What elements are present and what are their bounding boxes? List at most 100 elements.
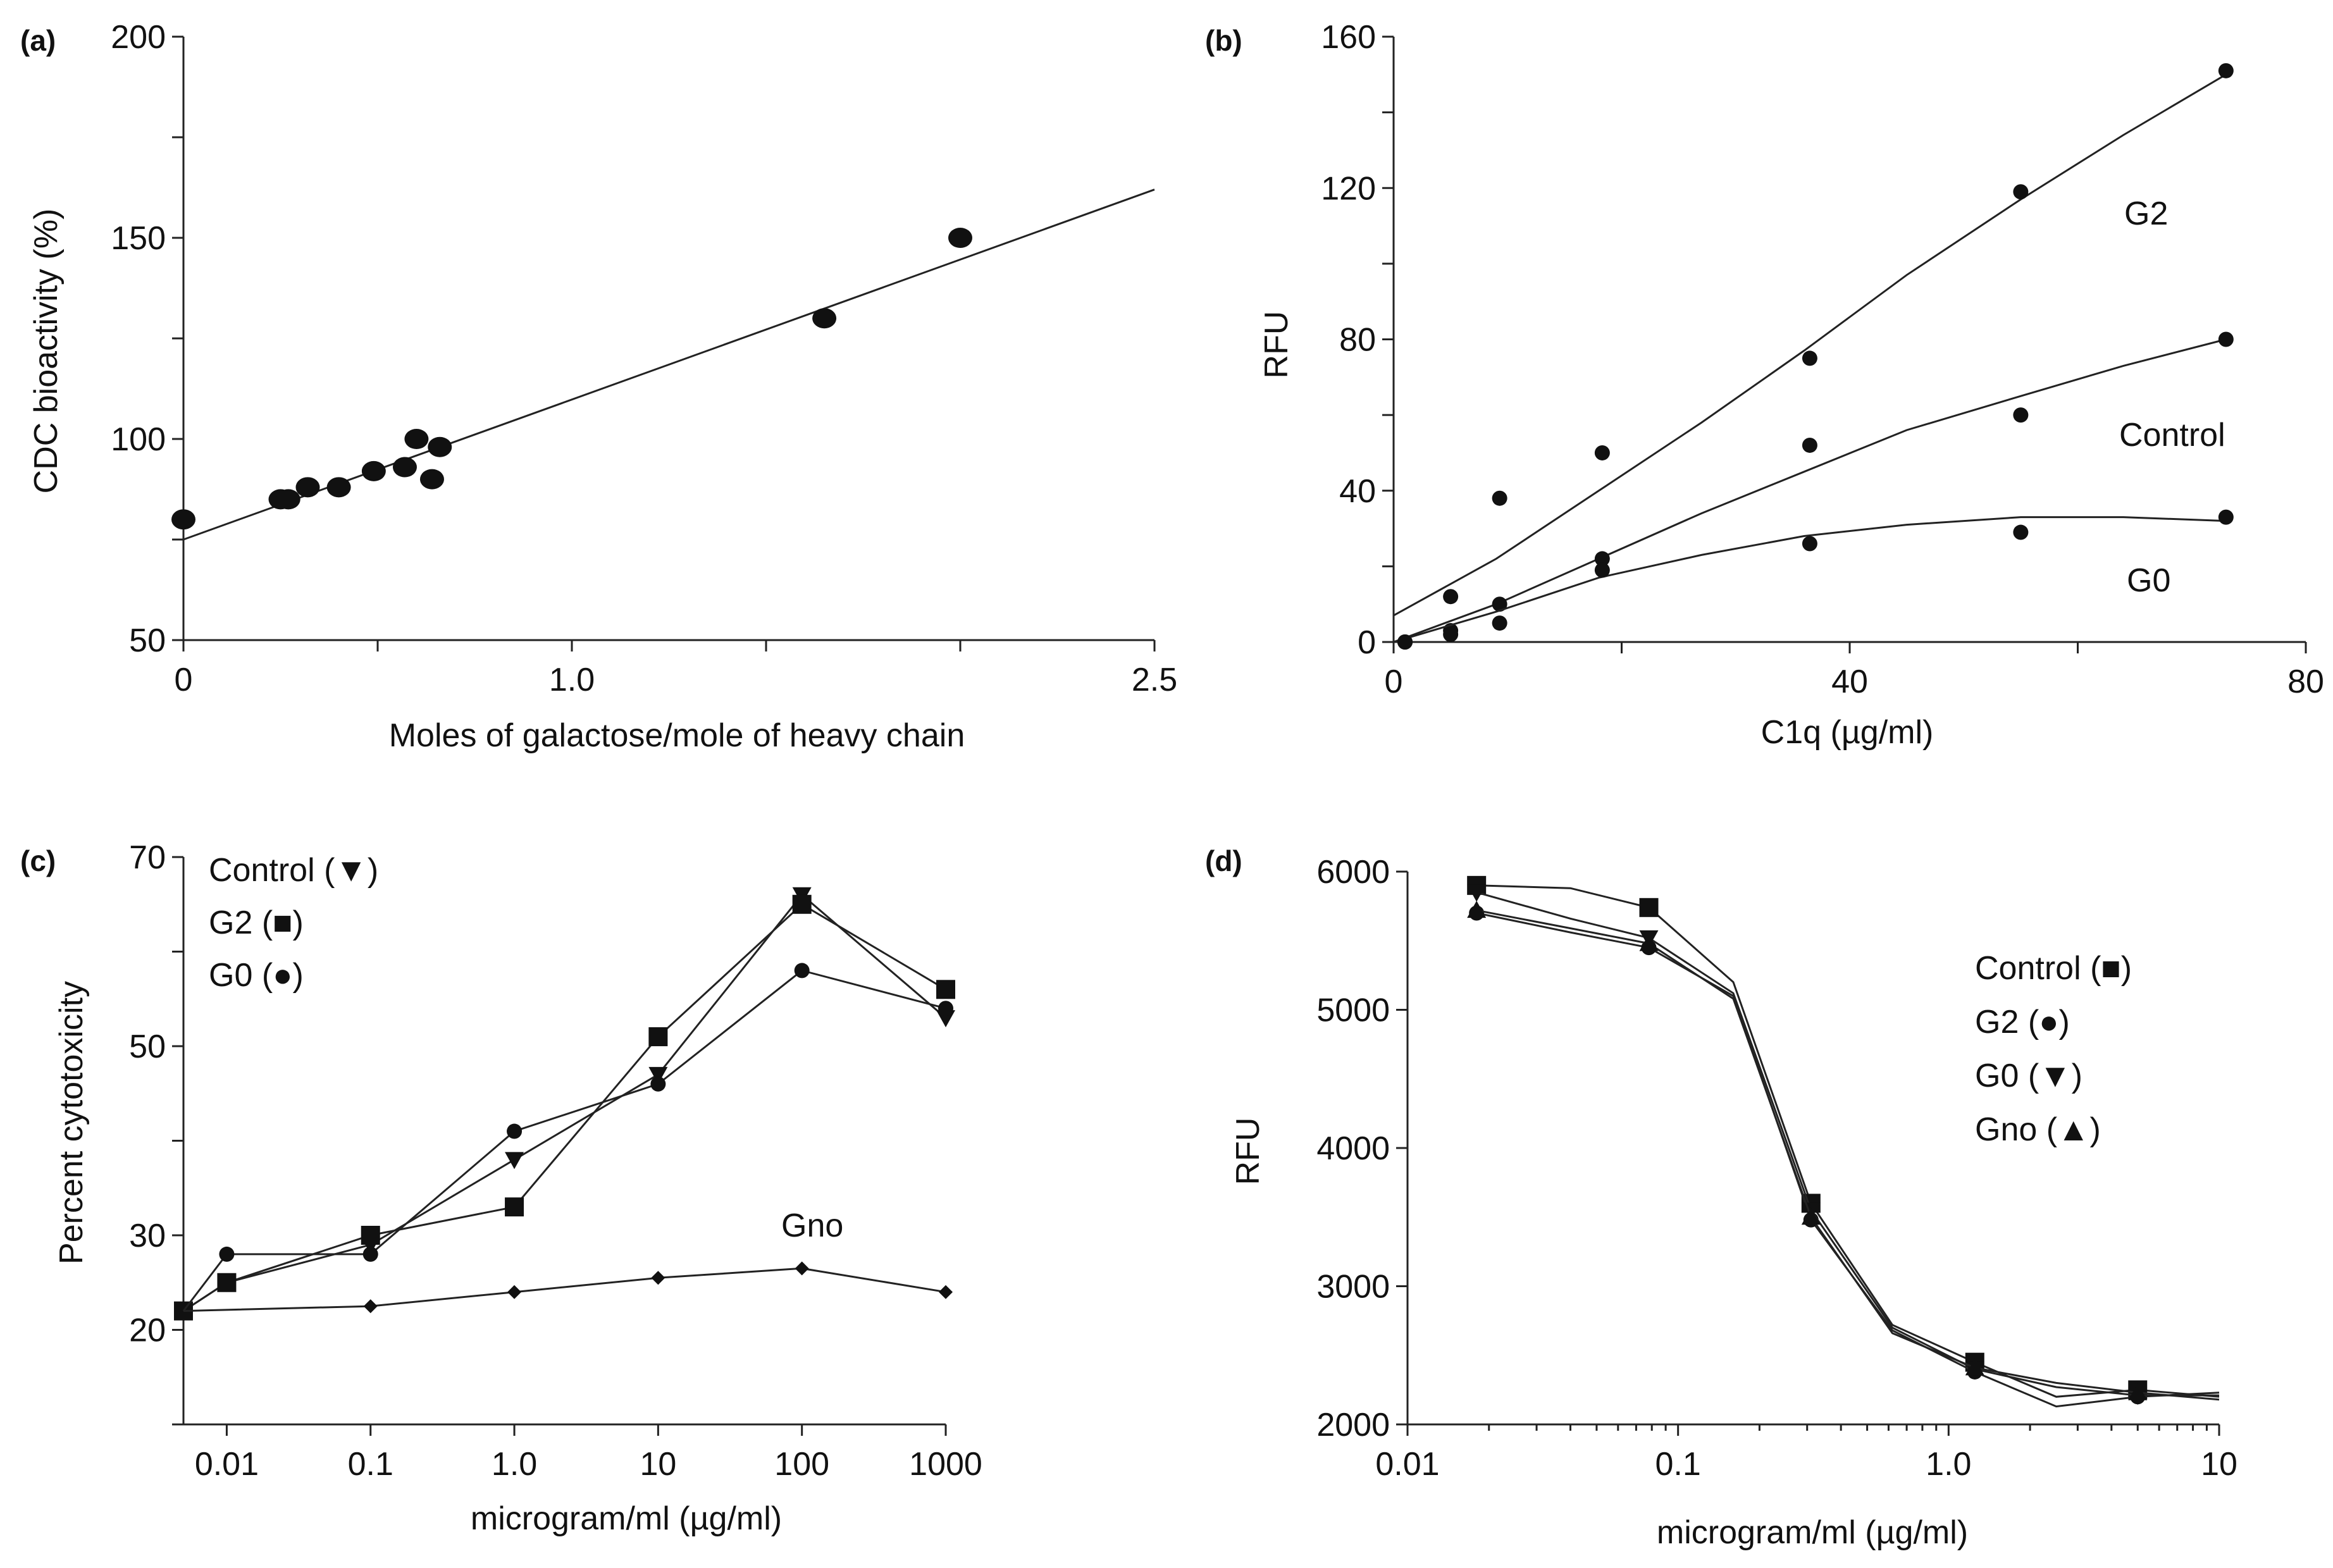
data-point-gno <box>795 1261 809 1276</box>
data-point <box>392 457 417 478</box>
data-point-gno <box>1467 901 1487 918</box>
data-point-g0 <box>650 1076 666 1092</box>
data-point-g2 <box>1443 589 1459 605</box>
data-point-g0 <box>1397 634 1413 650</box>
x-tick-label: 0 <box>175 662 193 698</box>
plot-area-b: 0 40 80 120 160 0 40 80 <box>1321 19 2324 700</box>
data-point <box>295 477 320 498</box>
legend-item-g2: G2 (■) <box>209 904 304 941</box>
data-point <box>404 429 429 449</box>
data-point <box>171 509 195 530</box>
y-tick-label: 50 <box>129 1028 166 1065</box>
data-point-gno <box>2128 1383 2148 1400</box>
data-point-g0 <box>362 1246 378 1262</box>
data-point-control <box>2013 407 2029 423</box>
y-axis-title-a: CDC bioactivity (%) <box>28 209 65 494</box>
series-line-g0 <box>1476 891 2219 1397</box>
x-tick-label: 1.0 <box>1926 1446 1971 1483</box>
panel-label-b: (b) <box>1205 24 1242 57</box>
data-point-g2 <box>1802 350 1817 366</box>
data-point-g0 <box>794 963 810 978</box>
legend-item-g0: G0 (▼) <box>1975 1058 2082 1094</box>
y-tick-label: 120 <box>1321 170 1376 207</box>
annotation-g2: G2 <box>2124 195 2168 232</box>
plot-area-c: 20 30 50 70 0.01 0.1 1.0 10 100 1000 <box>129 839 982 1483</box>
legend-item-control: Control (▼) <box>209 852 378 889</box>
data-point <box>419 469 444 490</box>
series-line-control <box>1476 884 2220 1398</box>
y-axis-title-c: Percent cytotoxicity <box>53 981 90 1264</box>
panel-label-d: (d) <box>1205 844 1242 877</box>
y-tick-label: 0 <box>1358 624 1376 661</box>
chart-panel-c: (c) 20 30 50 70 0.01 0.1 1.0 10 100 1000 microgra… <box>20 839 982 1537</box>
data-point-g2 <box>361 1226 380 1245</box>
data-point-g0 <box>938 1001 953 1016</box>
fit-curve-g0 <box>1393 516 2226 643</box>
x-axis-title-b: C1q (µg/ml) <box>1761 714 1934 751</box>
data-point-control <box>1802 437 1817 453</box>
data-point-g0 <box>1443 627 1459 643</box>
data-point-control <box>505 1152 524 1170</box>
data-point <box>326 477 351 498</box>
y-tick-label: 2000 <box>1316 1407 1390 1443</box>
y-tick-label: 100 <box>111 421 166 458</box>
data-point <box>812 308 837 329</box>
chart-panel-d: (d) 2000 3000 4000 5000 6000 0.01 0.1 1.0 10 mic… <box>1205 844 2237 1551</box>
x-tick-label: 10 <box>640 1446 676 1483</box>
x-tick-label: 2.5 <box>1132 662 1177 698</box>
fit-curve-control <box>1393 338 2227 643</box>
y-tick-label: 30 <box>129 1218 166 1254</box>
panel-label-c: (c) <box>20 844 56 877</box>
x-tick-label: 0 <box>1385 664 1403 700</box>
x-axis-title-a: Moles of galactose/mole of heavy chain <box>389 717 965 754</box>
data-point-g2 <box>217 1273 237 1292</box>
data-point-g2 <box>1594 445 1610 460</box>
data-point-control <box>1594 551 1610 567</box>
y-axis-title-b: RFU <box>1258 311 1295 379</box>
data-point-control <box>936 1010 955 1028</box>
x-tick-label: 0.01 <box>195 1446 259 1483</box>
y-tick-label: 50 <box>129 622 166 659</box>
data-point-gno <box>507 1285 522 1299</box>
x-axis-title-c: microgram/ml (µg/ml) <box>471 1500 782 1537</box>
data-point-g0 <box>219 1246 235 1262</box>
annotation-gno: Gno <box>781 1207 843 1244</box>
data-point-g0 <box>2013 524 2029 540</box>
y-tick-label: 6000 <box>1316 854 1390 891</box>
data-point <box>276 489 300 510</box>
y-tick-label: 80 <box>1339 322 1376 359</box>
y-axis-title-d: RFU <box>1230 1118 1266 1185</box>
x-tick-label: 1.0 <box>549 662 595 698</box>
y-tick-label: 40 <box>1339 473 1376 510</box>
data-point-g2 <box>505 1197 524 1217</box>
data-point-g2 <box>792 894 812 914</box>
y-tick-label: 3000 <box>1316 1269 1390 1306</box>
data-point-control <box>1639 898 1659 917</box>
data-point-g0 <box>1802 536 1817 552</box>
data-point-g0 <box>2218 509 2234 525</box>
series-line-gno <box>1476 909 2220 1401</box>
data-point-gno <box>1639 934 1659 951</box>
panel-label-a: (a) <box>20 24 56 57</box>
y-tick-label: 5000 <box>1316 992 1390 1029</box>
data-point-gno <box>651 1271 665 1285</box>
x-tick-label: 0.1 <box>348 1446 393 1483</box>
y-tick-label: 4000 <box>1316 1130 1390 1167</box>
legend-item-control: Control (■) <box>1975 950 2132 987</box>
fit-curve-g2 <box>1393 73 2227 617</box>
legend-item-g0: G0 (●) <box>209 957 304 994</box>
x-axis-title-d: microgram/ml (µg/ml) <box>1657 1514 1968 1551</box>
data-point-control <box>648 1066 668 1084</box>
series-line-gno <box>183 1267 946 1312</box>
data-point-g0 <box>1467 884 1487 902</box>
legend-item-gno: Gno (▲) <box>1975 1111 2101 1148</box>
data-point-control <box>2218 331 2234 347</box>
legend-item-g2: G2 (●) <box>1975 1004 2070 1040</box>
x-tick-label: 0.01 <box>1375 1446 1439 1483</box>
data-point-g2 <box>936 980 955 999</box>
data-point-g2 <box>1492 490 1507 506</box>
annotation-g0: G0 <box>2127 562 2170 599</box>
